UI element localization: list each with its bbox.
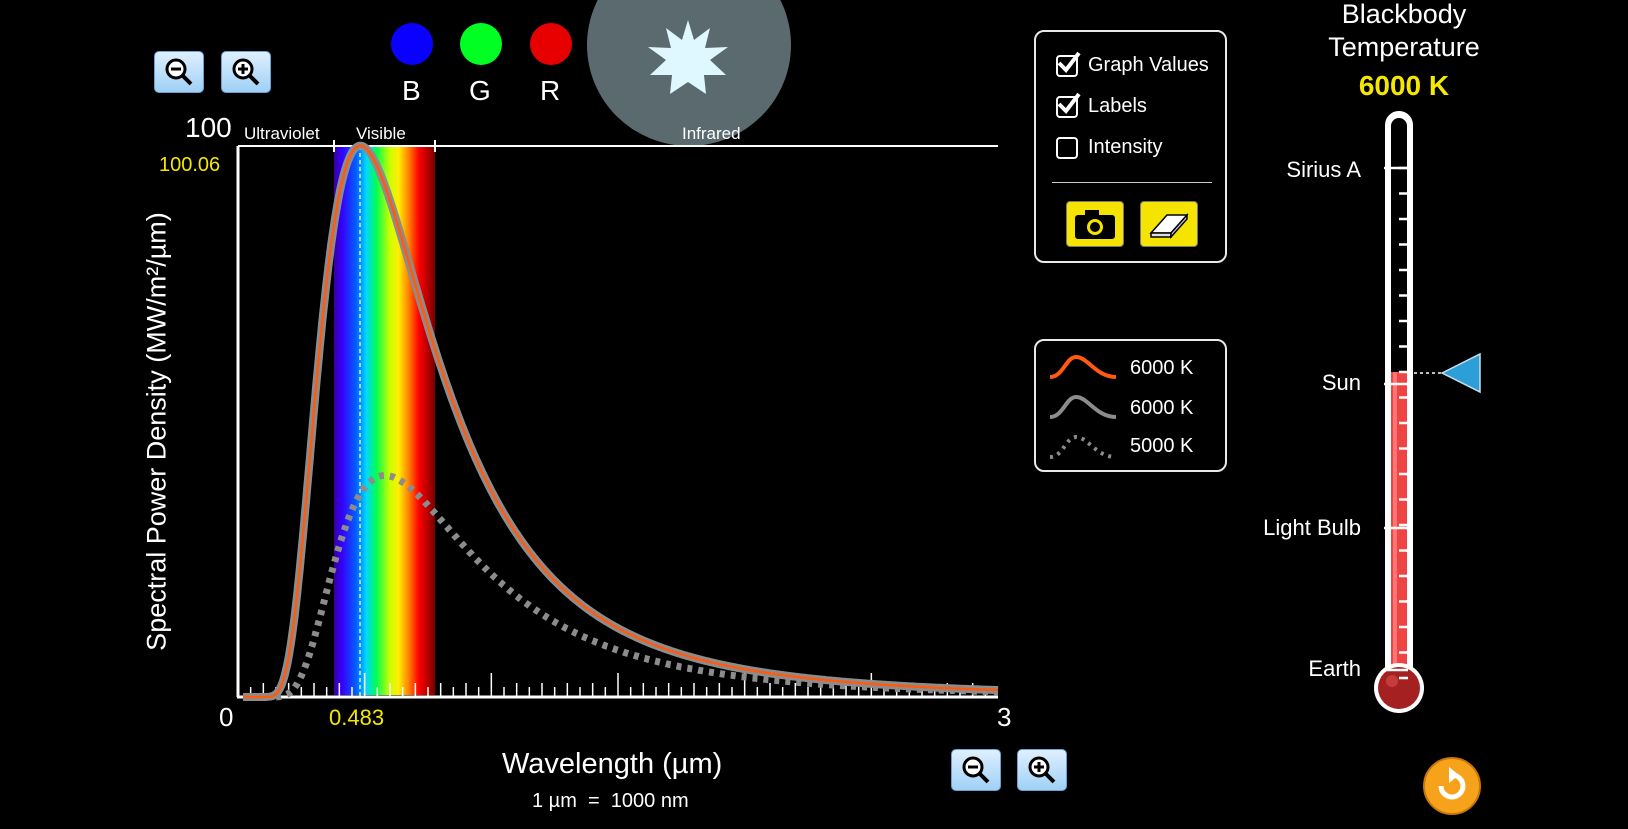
thermometer-ticks (1384, 166, 1408, 680)
eraser-icon (1149, 213, 1189, 239)
triangle-pointer-icon[interactable] (1440, 352, 1481, 394)
legend-panel: 6000 K 6000 K 5000 K (1034, 339, 1227, 472)
checkbox-box (1056, 136, 1078, 159)
bgr-label-g: G (469, 75, 491, 106)
thermometer-mark-earth: Earth (1308, 656, 1361, 681)
bgr-indicator-b (391, 23, 433, 65)
star-icon (648, 20, 728, 94)
zoom-in-vertical-button[interactable] (221, 51, 271, 93)
zoom-in-icon (1028, 756, 1056, 784)
legend-item: 6000 K (1048, 351, 1218, 385)
intensity-checkbox[interactable]: Intensity (1056, 136, 1162, 159)
unit-conversion-note: 1 µm = 1000 nm (532, 790, 689, 812)
thermometer-mark-sun: Sun (1321, 370, 1361, 395)
legend-item: 6000 K (1048, 391, 1218, 425)
region-ultraviolet: Ultraviolet (244, 124, 320, 143)
thermometer[interactable] (1370, 108, 1482, 718)
labels-label: Labels (1088, 95, 1147, 117)
thermometer-title-line2: Temperature (1328, 32, 1480, 62)
y-axis-max-label: 100 (185, 112, 232, 143)
visible-spectrum-band (334, 146, 435, 695)
labels-checkbox[interactable]: Labels (1056, 92, 1147, 118)
zoom-in-horizontal-button[interactable] (1017, 749, 1067, 791)
bgr-label-r: R (540, 75, 561, 106)
legend-swatch-icon (1049, 394, 1117, 419)
peak-x-value: 0.483 (329, 705, 385, 730)
bgr-indicator-r (530, 23, 572, 65)
zoom-out-horizontal-button[interactable] (951, 749, 1001, 791)
snapshot-button[interactable] (1066, 201, 1124, 247)
bgr-indicator-g (460, 23, 502, 65)
zoom-out-icon (962, 756, 990, 784)
reset-button[interactable] (1423, 757, 1481, 815)
bgr-label-b: B (402, 75, 421, 106)
options-panel: Graph Values Labels Intensity (1034, 30, 1227, 263)
temperature-value: 6000 K (1358, 70, 1450, 101)
zoom-out-icon (165, 58, 193, 86)
thermometer-mark-light-bulb: Light Bulb (1263, 515, 1361, 540)
x-axis-min-label: 0 (219, 702, 234, 732)
intensity-label: Intensity (1088, 136, 1163, 158)
thermometer-title: Blackbody Temperature (1304, 0, 1504, 64)
graph-values-checkbox[interactable]: Graph Values (1056, 51, 1209, 77)
reset-icon (1438, 767, 1466, 800)
legend-label: 6000 K (1130, 396, 1194, 419)
x-axis-title: Wavelength (µm) (502, 748, 723, 780)
spectrum-graph (236, 140, 999, 701)
panel-divider (1052, 182, 1212, 183)
region-visible: Visible (356, 124, 406, 143)
curve-6000k (243, 144, 999, 699)
zoom-out-vertical-button[interactable] (154, 51, 204, 93)
camera-icon (1075, 210, 1115, 239)
graph-values-label: Graph Values (1088, 54, 1209, 76)
x-axis-max-label: 3 (997, 702, 1012, 732)
erase-button[interactable] (1140, 201, 1198, 247)
checkbox-box (1056, 92, 1081, 118)
thermometer-mark-sirius: Sirius A (1286, 157, 1361, 182)
legend-label: 5000 K (1130, 434, 1194, 457)
legend-swatch-icon (1049, 354, 1117, 379)
checkbox-box (1056, 51, 1081, 77)
legend-item: 5000 K (1048, 429, 1218, 463)
legend-label: 6000 K (1130, 356, 1194, 379)
region-infrared: Infrared (682, 124, 741, 143)
x-axis-ticks (249, 673, 987, 697)
peak-y-value: 100.06 (159, 154, 221, 176)
legend-swatch-icon (1049, 434, 1117, 459)
zoom-in-icon (232, 58, 260, 86)
thermometer-title-line1: Blackbody (1341, 0, 1467, 29)
y-axis-title: Spectral Power Density (MW/m²/µm) (141, 212, 172, 651)
